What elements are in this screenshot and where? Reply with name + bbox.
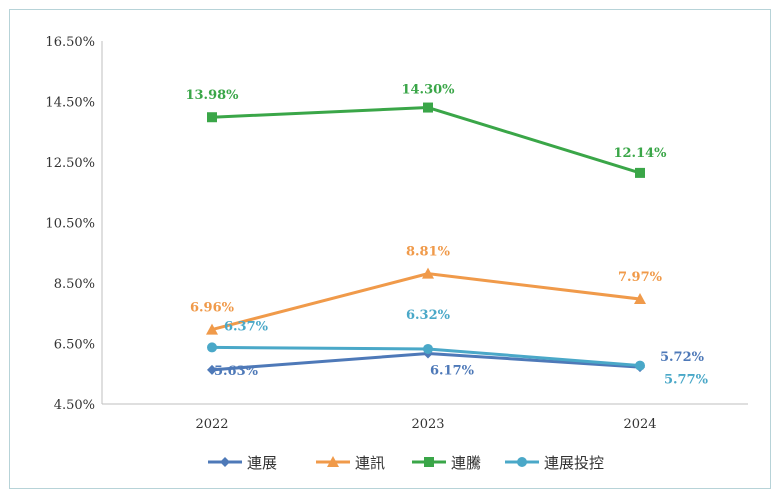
data-label: 6.96% <box>190 301 235 316</box>
marker-circle <box>635 360 645 371</box>
y-tick-label: 4.50% <box>54 398 95 413</box>
y-tick-label: 16.50% <box>45 35 95 50</box>
marker-square <box>635 167 645 178</box>
data-label: 8.81% <box>406 245 451 260</box>
y-tick-label: 10.50% <box>45 217 95 232</box>
legend-triangle-icon <box>327 456 339 467</box>
data-label: 5.63% <box>214 364 259 379</box>
y-tick-label: 8.50% <box>54 277 95 292</box>
marker-triangle <box>422 267 434 279</box>
marker-square <box>207 112 217 123</box>
marker-diamond <box>207 364 217 375</box>
data-label: 6.17% <box>430 363 475 378</box>
y-tick-label: 14.50% <box>45 96 95 111</box>
legend-label: 連展 <box>247 454 277 472</box>
legend-diamond-icon <box>220 457 230 467</box>
series-line-2 <box>211 106 641 175</box>
legend-square-icon <box>424 457 434 467</box>
marker-circle <box>207 342 217 353</box>
data-label: 5.77% <box>664 373 709 388</box>
x-tick-label: 2024 <box>623 417 656 432</box>
data-label: 12.14% <box>613 146 667 161</box>
data-label: 6.37% <box>224 319 269 334</box>
y-tick-label: 6.50% <box>54 338 95 353</box>
legend-label: 連展投控 <box>544 454 604 472</box>
legend-label: 連騰 <box>451 454 481 472</box>
data-label: 13.98% <box>185 88 239 103</box>
data-label: 5.72% <box>660 350 705 365</box>
legend-circle-icon <box>517 457 527 467</box>
marker-circle <box>423 343 433 354</box>
marker-triangle <box>206 323 218 335</box>
y-tick-label: 12.50% <box>45 156 95 171</box>
marker-triangle <box>634 293 646 305</box>
data-label: 14.30% <box>401 83 455 98</box>
data-label: 7.97% <box>618 270 663 285</box>
marker-square <box>423 102 433 113</box>
x-tick-label: 2023 <box>411 417 444 432</box>
chart-frame <box>9 9 771 489</box>
x-tick-label: 2022 <box>195 417 228 432</box>
legend-label: 連訊 <box>355 454 385 472</box>
data-label: 6.32% <box>406 308 451 323</box>
